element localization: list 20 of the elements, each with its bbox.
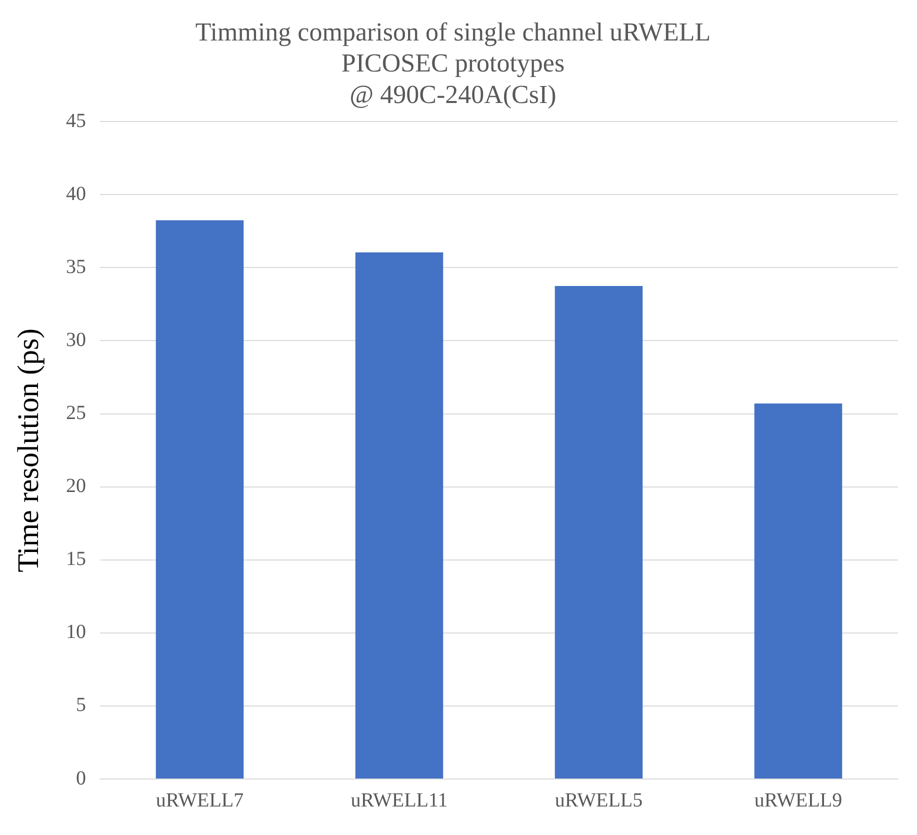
y-tick-label: 35 — [66, 256, 86, 278]
bar — [156, 220, 244, 778]
bar — [554, 286, 643, 778]
y-tick-label: 45 — [66, 110, 86, 132]
bar — [355, 252, 444, 778]
bar — [754, 404, 842, 778]
y-tick-label: 5 — [76, 694, 86, 716]
y-tick-label: 20 — [66, 475, 86, 498]
y-tick-label: 40 — [66, 182, 86, 205]
x-tick-label: uRWELL9 — [754, 789, 842, 812]
y-tick-label: 25 — [66, 402, 86, 424]
y-axis-title: Time resolution (ps) — [12, 328, 45, 572]
x-tick-label: uRWELL7 — [156, 789, 244, 812]
y-tick-label: 0 — [76, 767, 86, 790]
chart-title: Timming comparison of single channel uRWELL PICOSEC prototypes @ 490C-240A(CsI) — [195, 17, 711, 109]
y-tick-label: 15 — [66, 548, 86, 570]
x-tick-label: uRWELL5 — [554, 789, 643, 812]
y-tick-label: 30 — [66, 328, 86, 351]
x-tick-label: uRWELL11 — [350, 789, 448, 812]
y-tick-label: 10 — [66, 621, 86, 644]
